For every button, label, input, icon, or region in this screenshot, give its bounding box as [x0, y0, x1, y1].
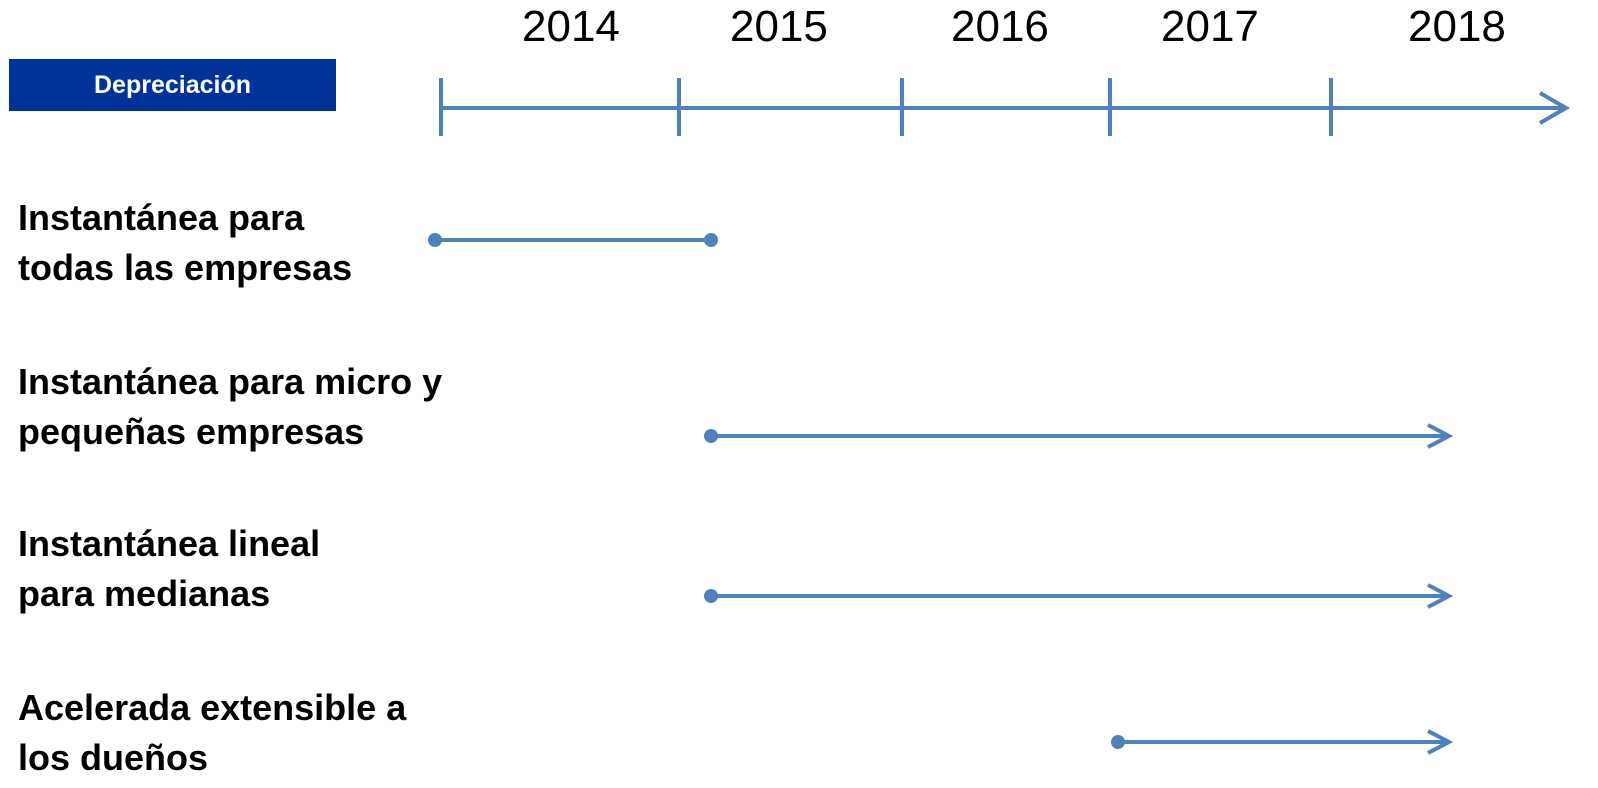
bar-instantanea-micro-pequenas-arrowhead	[1427, 423, 1454, 449]
year-label-2016: 2016	[951, 2, 1049, 51]
row-label-instantanea-todas: Instantánea para todas las empresas	[18, 197, 353, 288]
row-label-instantanea-micro-pequenas: Instantánea para micro y pequeñas empres…	[18, 361, 443, 452]
depreciacion-badge: Depreciación	[9, 59, 336, 111]
year-label-2018: 2018	[1408, 2, 1506, 51]
timeline-axis-arrowhead	[1539, 91, 1571, 125]
bar-instantanea-todas	[428, 233, 718, 247]
year-label-2017: 2017	[1161, 2, 1259, 51]
bar-instantanea-todas-end-dot	[704, 233, 718, 247]
row-label-acelerada-duenos: Acelerada extensible a los dueños	[18, 687, 407, 778]
bar-instantanea-micro-pequenas-start-dot	[704, 429, 718, 443]
row-label-instantanea-lineal-medianas: Instantánea lineal para medianas	[18, 523, 321, 614]
bar-instantanea-lineal-medianas	[704, 583, 1454, 609]
bar-acelerada-duenos-start-dot	[1111, 735, 1125, 749]
bar-instantanea-micro-pequenas	[704, 423, 1454, 449]
year-label-2014: 2014	[522, 2, 620, 51]
timeline-axis	[439, 78, 1571, 136]
bar-instantanea-todas-start-dot	[428, 233, 442, 247]
bar-instantanea-lineal-medianas-start-dot	[704, 589, 718, 603]
bar-acelerada-duenos-arrowhead	[1427, 729, 1454, 755]
year-label-2015: 2015	[730, 2, 828, 51]
bar-acelerada-duenos	[1111, 729, 1454, 755]
bar-instantanea-lineal-medianas-arrowhead	[1427, 583, 1454, 609]
